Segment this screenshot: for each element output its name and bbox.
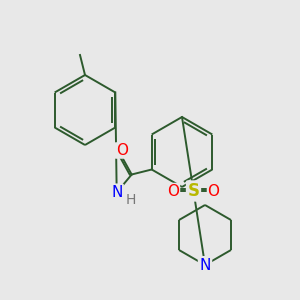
Text: H: H <box>125 194 136 208</box>
Text: O: O <box>116 143 128 158</box>
Text: O: O <box>208 184 220 199</box>
Text: N: N <box>199 257 211 272</box>
Text: S: S <box>188 182 200 200</box>
Text: N: N <box>111 185 122 200</box>
Text: O: O <box>167 184 179 199</box>
